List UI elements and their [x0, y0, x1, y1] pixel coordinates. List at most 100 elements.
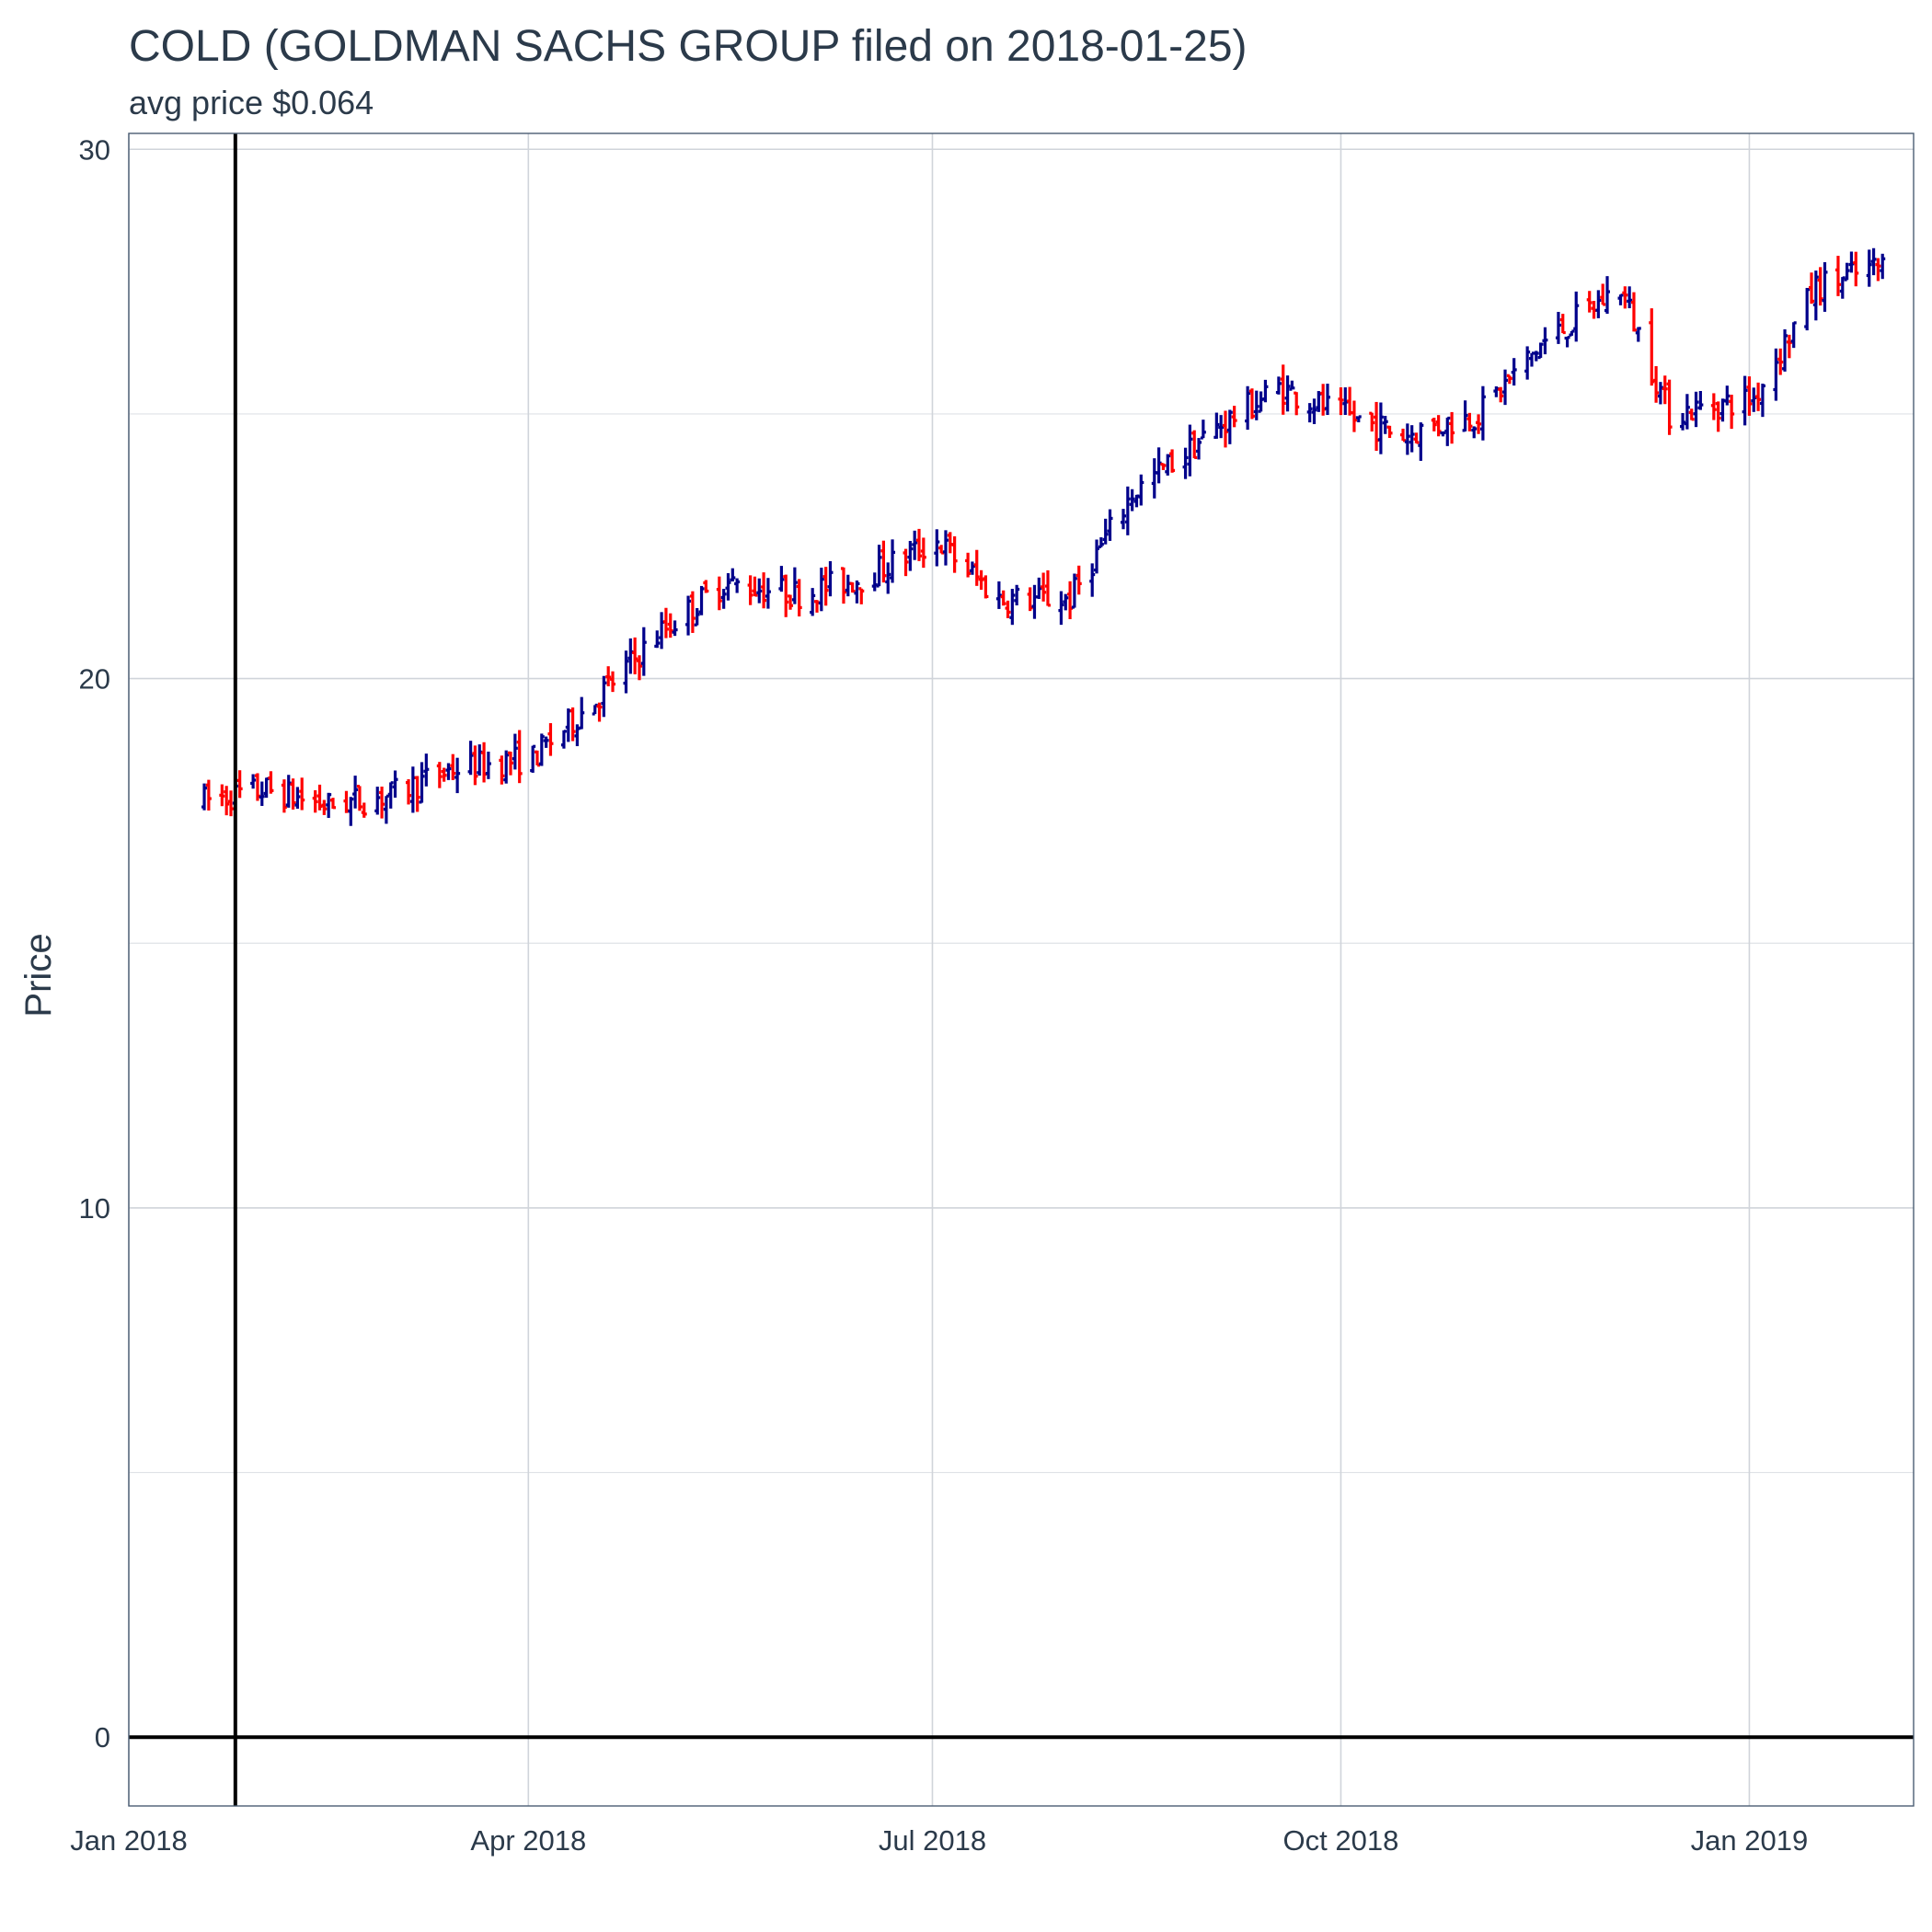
- ohlc-bar: [720, 589, 727, 609]
- ohlc-bar: [1231, 406, 1237, 428]
- y-tick-label: 0: [95, 1721, 110, 1754]
- ohlc-bar: [419, 762, 425, 804]
- ohlc-bar: [920, 537, 926, 569]
- ohlc-bar: [1165, 454, 1171, 476]
- ohlc-bar: [1524, 346, 1531, 380]
- ohlc-bar: [907, 540, 914, 571]
- ohlc-bar: [1471, 426, 1478, 439]
- ohlc-bar: [1182, 447, 1189, 479]
- ohlc-bar: [1746, 376, 1753, 416]
- ohlc-bar: [1751, 387, 1757, 412]
- ohlc-bar: [409, 766, 416, 813]
- x-tick-label: Jan 2019: [1691, 1824, 1809, 1857]
- ohlc-bar: [1502, 369, 1509, 406]
- ohlc-bar: [299, 777, 305, 811]
- ohlc-bar: [871, 572, 878, 592]
- ohlc-bar: [1107, 509, 1113, 541]
- ohlc-bar: [788, 594, 794, 610]
- ohlc-bar: [1000, 590, 1006, 606]
- ohlc-bar: [1094, 539, 1100, 574]
- ohlc-bar: [827, 560, 834, 597]
- y-axis-title: Price: [18, 933, 59, 1017]
- ohlc-bar: [1404, 423, 1410, 455]
- ohlc-bar: [667, 613, 673, 638]
- ohlc-bar: [290, 778, 296, 810]
- ohlc-bar: [1418, 422, 1424, 461]
- ohlc-bar: [1338, 387, 1344, 416]
- ohlc-bar: [1812, 270, 1819, 321]
- ohlc-bar: [508, 751, 514, 776]
- ohlc-bar: [1138, 474, 1144, 506]
- ohlc-bar: [1262, 379, 1269, 403]
- ohlc-bar: [1622, 286, 1628, 309]
- ohlc-bar: [281, 779, 287, 813]
- ohlc-bar: [1466, 412, 1473, 431]
- ohlc-bar: [983, 575, 989, 599]
- ohlc-bar: [1413, 432, 1420, 444]
- ohlc-bar: [343, 790, 350, 813]
- ohlc-bar: [1409, 425, 1415, 453]
- ohlc-bar: [285, 775, 292, 808]
- ohlc-bar: [387, 781, 394, 809]
- ohlc-bar: [1630, 292, 1637, 332]
- ohlc-bar: [1196, 438, 1202, 460]
- ohlc-bar: [916, 528, 923, 561]
- ohlc-bar: [1809, 272, 1815, 305]
- ohlc-bar: [1817, 267, 1823, 306]
- ohlc-bar: [1289, 380, 1295, 391]
- ohlc-bar: [1479, 385, 1486, 441]
- ohlc-bar: [383, 794, 389, 824]
- ohlc-bar: [538, 733, 545, 766]
- panel-border: [128, 132, 1915, 1807]
- ohlc-bar: [414, 776, 420, 812]
- ohlc-bar: [1839, 276, 1846, 299]
- ohlc-bar: [640, 627, 647, 676]
- ohlc-bar: [450, 753, 456, 780]
- ohlc-bar: [467, 741, 474, 776]
- ohlc-bar: [1680, 412, 1686, 431]
- ohlc-bar: [1724, 385, 1731, 406]
- ohlc-bar: [698, 585, 705, 615]
- ohlc-bar: [858, 587, 865, 604]
- ohlc-bar: [1498, 386, 1504, 403]
- ohlc-bar: [1693, 391, 1699, 428]
- ohlc-bar: [530, 744, 536, 773]
- ohlc-bar: [840, 567, 846, 604]
- ohlc-bar: [1169, 449, 1176, 473]
- ohlc-bar: [1569, 329, 1575, 337]
- ohlc-bar: [1834, 256, 1841, 296]
- ohlc-bar: [934, 529, 940, 567]
- ohlc-bar: [1355, 415, 1362, 423]
- ohlc-bar: [565, 708, 571, 742]
- ohlc-bar: [1248, 388, 1255, 420]
- ohlc-bar: [1804, 287, 1811, 331]
- ohlc-bar: [632, 637, 638, 674]
- ohlc-bar: [481, 742, 488, 783]
- ohlc-bar: [880, 540, 887, 583]
- ohlc-bar: [995, 581, 1002, 609]
- ohlc-bar: [1258, 391, 1264, 413]
- ohlc-bar: [822, 567, 829, 606]
- x-tick-label: Jul 2018: [879, 1824, 986, 1857]
- ohlc-bar: [752, 576, 758, 597]
- ohlc-bar: [1759, 383, 1765, 418]
- ohlc-bar: [810, 588, 816, 616]
- ohlc-bar: [503, 750, 510, 784]
- chart-subtitle: avg price $0.064: [129, 84, 374, 121]
- ohlc-bar: [1058, 591, 1064, 626]
- ohlc-bar: [379, 786, 385, 819]
- ohlc-bar: [441, 767, 447, 782]
- ohlc-bar: [1617, 293, 1624, 305]
- ohlc-bar: [205, 779, 212, 811]
- ohlc-bar: [1666, 379, 1673, 435]
- ohlc-bar: [1294, 391, 1300, 416]
- ohlc-bar: [1009, 589, 1016, 626]
- ohlc-bar: [1377, 402, 1384, 454]
- y-tick-label: 30: [79, 133, 110, 166]
- ohlc-bar: [1031, 584, 1038, 619]
- ohlc-bar: [1382, 416, 1388, 434]
- ohlc-bar: [1014, 584, 1020, 606]
- ohlc-bar: [1782, 328, 1788, 372]
- ohlc-bar: [1444, 416, 1451, 446]
- ohlc-bar: [321, 799, 328, 815]
